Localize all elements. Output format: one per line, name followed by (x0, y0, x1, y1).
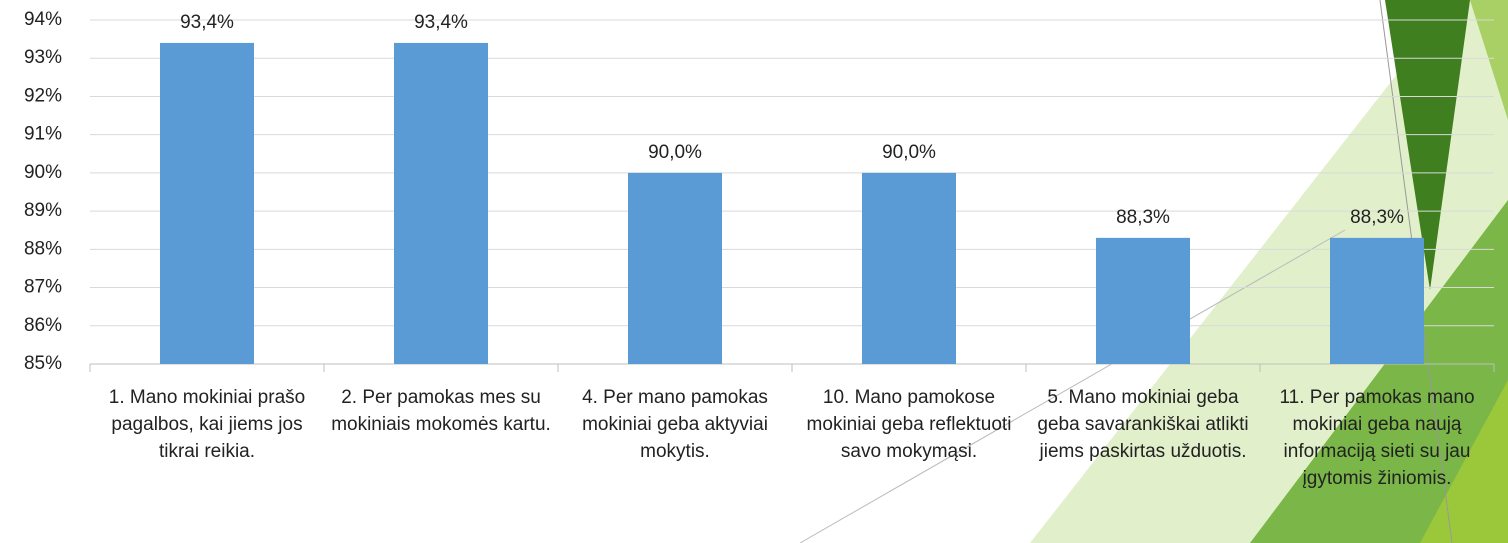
x-tick-label: 4. Per mano pamokas mokiniai geba aktyvi… (562, 384, 788, 465)
value-label: 90,0% (882, 142, 936, 163)
bar (628, 173, 722, 364)
value-label: 90,0% (648, 142, 702, 163)
bar (862, 173, 956, 364)
y-tick-label: 92% (24, 85, 62, 106)
y-tick-label: 85% (24, 353, 62, 374)
value-label: 88,3% (1116, 207, 1170, 228)
bar (1330, 238, 1424, 364)
x-tick-label: 10. Mano pamokose mokiniai geba reflektu… (796, 384, 1022, 465)
y-tick-label: 93% (24, 47, 62, 68)
y-tick-label: 91% (24, 124, 62, 145)
bar (394, 43, 488, 364)
page: {"chart_data": {"type": "bar", "categori… (0, 0, 1508, 543)
value-label: 93,4% (180, 12, 234, 33)
y-tick-label: 94% (24, 9, 62, 30)
x-tick-label: 2. Per pamokas mes su mokiniais mokomės … (328, 384, 554, 438)
bar (160, 43, 254, 364)
x-tick-label: 5. Mano mokiniai geba geba savarankiškai… (1030, 384, 1256, 465)
value-label: 93,4% (414, 12, 468, 33)
y-tick-label: 90% (24, 162, 62, 183)
y-tick-label: 87% (24, 277, 62, 298)
bar (1096, 238, 1190, 364)
y-tick-label: 88% (24, 238, 62, 259)
x-tick-label: 11. Per pamokas mano mokiniai geba naują… (1264, 384, 1490, 492)
x-tick-label: 1. Mano mokiniai prašo pagalbos, kai jie… (94, 384, 320, 465)
y-tick-label: 86% (24, 315, 62, 336)
value-label: 88,3% (1350, 207, 1404, 228)
y-tick-label: 89% (24, 200, 62, 221)
